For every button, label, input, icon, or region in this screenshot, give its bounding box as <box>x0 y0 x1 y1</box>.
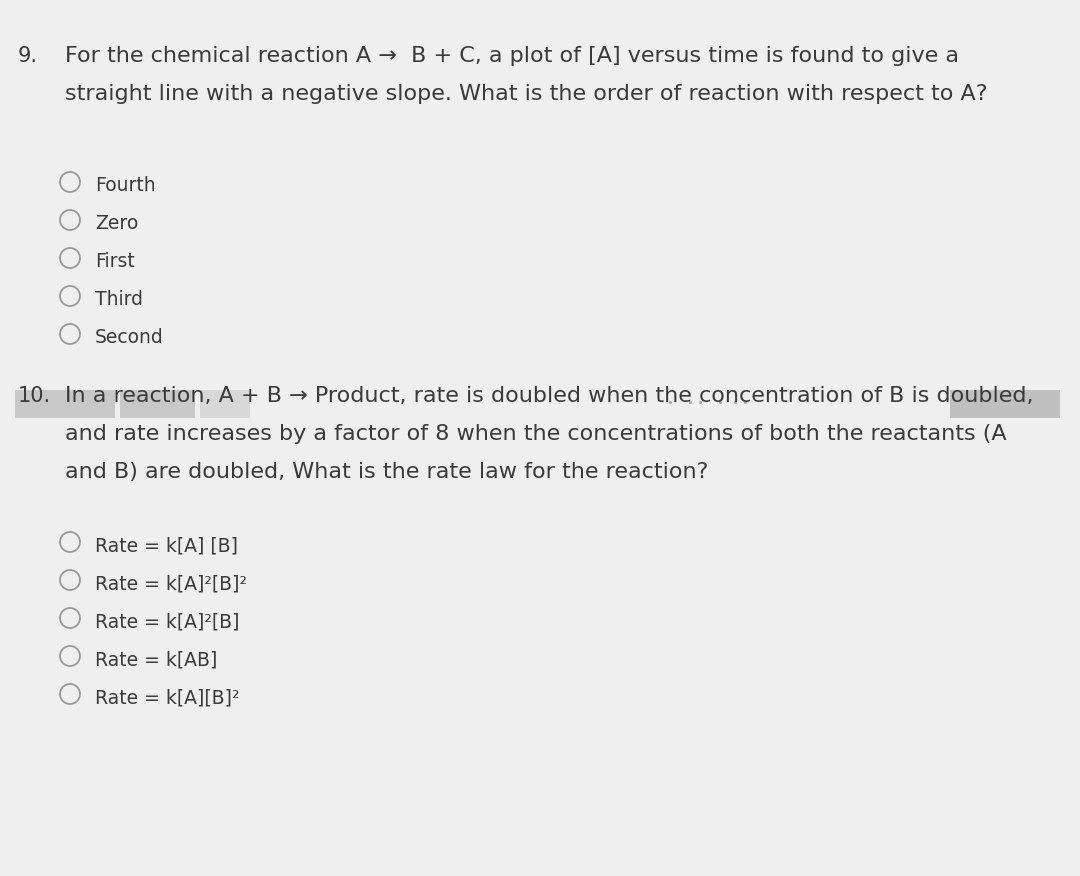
Text: Second: Second <box>95 328 164 347</box>
Text: Rate = k[A][B]²: Rate = k[A][B]² <box>95 688 240 707</box>
Text: and rate increases by a factor of 8 when the concentrations of both the reactant: and rate increases by a factor of 8 when… <box>65 424 1007 444</box>
Text: straight line with a negative slope. What is the order of reaction with respect : straight line with a negative slope. Wha… <box>65 84 987 104</box>
Text: 10.: 10. <box>18 386 51 406</box>
Text: Rate = k[A]²[B]: Rate = k[A]²[B] <box>95 612 240 631</box>
Bar <box>120 390 195 418</box>
Text: Rate = k[AB]: Rate = k[AB] <box>95 650 217 669</box>
Text: Fourth: Fourth <box>95 176 156 195</box>
Text: and B) are doubled, What is the rate law for the reaction?: and B) are doubled, What is the rate law… <box>65 462 708 482</box>
Text: In a reaction, A + B → Product, rate is doubled when the concentration of B is d: In a reaction, A + B → Product, rate is … <box>65 386 1034 406</box>
Bar <box>950 390 1059 418</box>
Text: 9.: 9. <box>18 46 38 66</box>
Text: Zero: Zero <box>95 214 138 233</box>
Text: First: First <box>95 252 135 271</box>
Text: Rate = k[A]²[B]²: Rate = k[A]²[B]² <box>95 574 247 593</box>
Text: For the chemical reaction A →  B + C, a plot of [A] versus time is found to give: For the chemical reaction A → B + C, a p… <box>65 46 959 66</box>
Text: Rate = k[A] [B]: Rate = k[A] [B] <box>95 536 238 555</box>
Bar <box>15 390 114 418</box>
Bar <box>200 390 249 418</box>
Text: Third: Third <box>95 290 143 309</box>
